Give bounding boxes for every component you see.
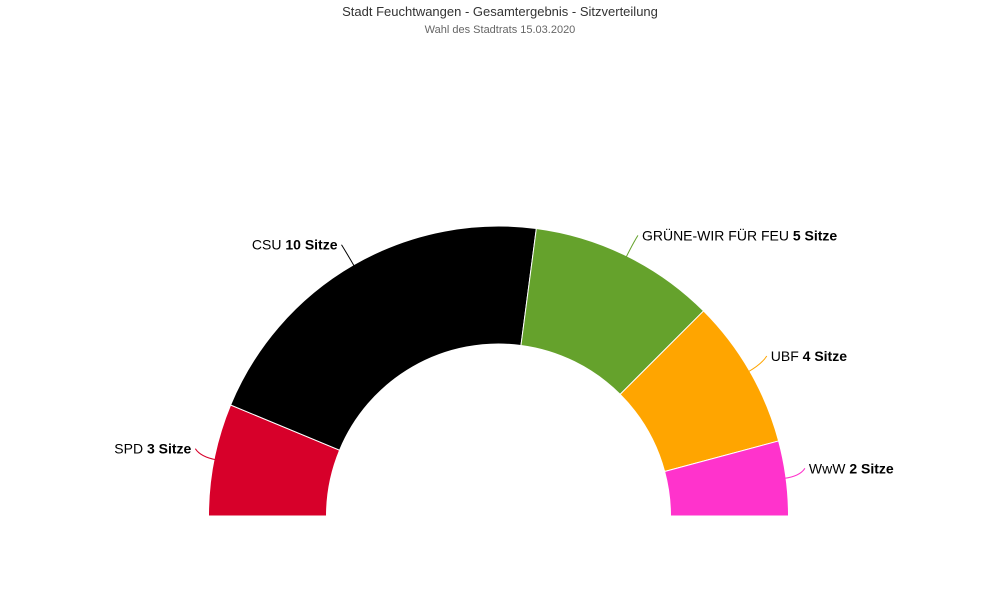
connector-ubf [747, 355, 768, 373]
label-party-csu: CSU [252, 237, 285, 253]
label-seats-www: 2 Sitze [849, 460, 894, 476]
connector-www [783, 468, 806, 479]
connector-csu [341, 244, 355, 267]
label-party-spd: SPD [114, 441, 147, 457]
connector-spd [194, 448, 217, 461]
slice-www[interactable] [664, 440, 790, 517]
data-label-csu: CSU 10 Sitze [252, 237, 338, 253]
chart-title: Stadt Feuchtwangen - Gesamtergebnis - Si… [342, 4, 658, 19]
data-label-www: WwW 2 Sitze [809, 460, 894, 476]
label-party-www: WwW [809, 460, 849, 476]
label-seats-ubf: 4 Sitze [803, 348, 848, 364]
label-seats-gruene-wir-fuer-feu: 5 Sitze [793, 227, 838, 243]
connector-gruene-wir-fuer-feu [625, 235, 639, 258]
label-party-gruene-wir-fuer-feu: GRÜNE-WIR FÜR FEU [642, 226, 793, 243]
data-label-ubf: UBF 4 Sitze [771, 348, 847, 364]
label-seats-spd: 3 Sitze [147, 441, 192, 457]
label-party-ubf: UBF [771, 348, 803, 364]
label-seats-csu: 10 Sitze [285, 237, 337, 253]
slice-csu[interactable] [229, 225, 537, 451]
data-label-spd: SPD 3 Sitze [114, 441, 191, 457]
chart-subtitle: Wahl des Stadtrats 15.03.2020 [424, 24, 576, 36]
data-label-gruene-wir-fuer-feu: GRÜNE-WIR FÜR FEU 5 Sitze [642, 226, 837, 243]
